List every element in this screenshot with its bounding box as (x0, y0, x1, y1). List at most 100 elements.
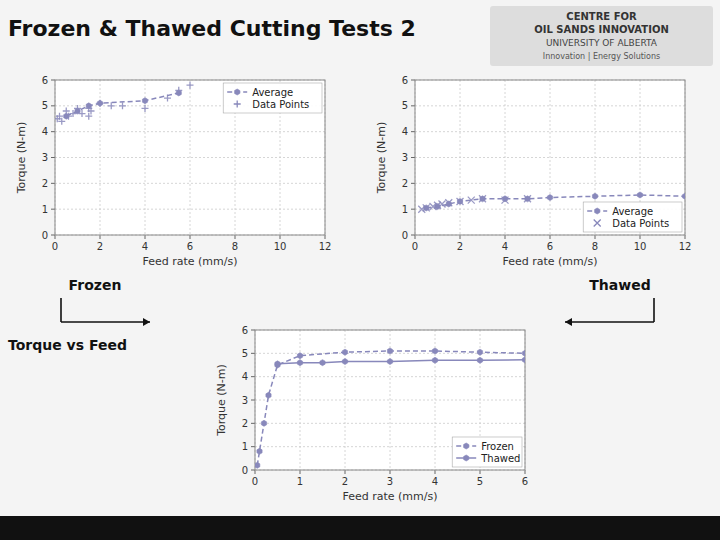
scatter-point (445, 199, 452, 206)
tick-label: 5 (242, 348, 248, 359)
tick-mark (55, 235, 56, 239)
tick-label: 4 (432, 476, 438, 487)
grid-line (550, 80, 551, 235)
tick-label: 0 (402, 230, 408, 241)
tick-label: 5 (477, 476, 483, 487)
line-marker (320, 360, 325, 366)
line-marker (432, 357, 437, 363)
tick-mark (251, 470, 255, 471)
line-marker (297, 360, 302, 366)
tick-label: 6 (187, 241, 193, 252)
scatter-point (502, 197, 509, 204)
tick-mark (251, 446, 255, 447)
line-marker (592, 193, 597, 199)
tick-mark (51, 209, 55, 210)
legend-marker (464, 443, 469, 449)
line-marker (387, 348, 392, 354)
tick-mark (300, 470, 301, 474)
tick-label: 4 (142, 241, 148, 252)
scatter-point (164, 95, 171, 102)
line-marker (522, 357, 525, 363)
tick-label: 1 (242, 441, 248, 452)
legend-marker (595, 208, 600, 214)
tick-label: 12 (679, 241, 692, 252)
tick-mark (251, 400, 255, 401)
tick-mark (51, 235, 55, 236)
tick-label: 5 (42, 100, 48, 111)
line-marker (342, 349, 347, 355)
line-marker (255, 462, 260, 468)
tick-label: 0 (42, 230, 48, 241)
tick-mark (415, 235, 416, 239)
grid-line (55, 183, 325, 184)
scatter-point (468, 197, 475, 204)
scatter-point (479, 195, 486, 202)
scatter-point (79, 110, 86, 117)
legend-label: Data Points (612, 218, 669, 229)
tick-label: 0 (242, 465, 248, 476)
line-marker (525, 196, 530, 202)
grid-line (55, 209, 325, 210)
tick-label: 6 (242, 325, 248, 336)
line-marker (432, 348, 437, 354)
tick-label: 4 (42, 126, 48, 137)
tick-mark (505, 235, 506, 239)
logo-box (490, 6, 713, 66)
tick-mark (251, 353, 255, 354)
tick-label: 2 (457, 241, 463, 252)
chart-title: Torque vs Feed (8, 337, 127, 353)
series-line (278, 360, 526, 364)
tick-label: 4 (502, 241, 508, 252)
tick-label: 6 (547, 241, 553, 252)
legend-label: Thawed (480, 453, 520, 464)
tick-label: 3 (42, 152, 48, 163)
tick-label: 2 (97, 241, 103, 252)
line-marker (342, 359, 347, 365)
tick-mark (100, 235, 101, 239)
tick-label: 3 (402, 152, 408, 163)
x-axis-label: Feed rate (mm/s) (342, 490, 437, 503)
bracket (653, 298, 655, 322)
line-marker (424, 205, 429, 211)
series-line (257, 351, 525, 465)
background (0, 0, 720, 540)
chart: 01234560123456Feed rate (mm/s)Torque (N-… (8, 325, 528, 504)
marks (55, 82, 194, 125)
tick-mark (235, 235, 236, 239)
x-axis-label: Feed rate (mm/s) (502, 255, 597, 268)
line-marker (266, 392, 271, 398)
line-marker (477, 349, 482, 355)
scatter-point (142, 105, 149, 112)
legend-label: Data Points (252, 99, 309, 110)
tick-mark (345, 470, 346, 474)
tick-mark (411, 80, 415, 81)
chart-title: Frozen (69, 277, 122, 293)
tick-mark (255, 470, 256, 474)
tick-mark (280, 235, 281, 239)
tick-label: 8 (592, 241, 598, 252)
tick-mark (411, 183, 415, 184)
legend-marker (594, 220, 601, 227)
grid-line (415, 157, 685, 158)
tick-mark (640, 235, 641, 239)
legend-box (583, 202, 682, 232)
chart-title: Thawed (589, 277, 650, 293)
logo: CENTRE FOROIL SANDS INNOVATIONUNIVERSITY… (490, 6, 713, 66)
arrow-head (143, 318, 150, 326)
tick-label: 3 (242, 395, 248, 406)
line-marker (637, 192, 642, 198)
grid-line (255, 376, 525, 377)
scatter-point (119, 102, 126, 109)
chart: 0246810120123456Feed rate (mm/s)Torque (… (15, 75, 331, 327)
tick-mark (190, 235, 191, 239)
tick-mark (51, 105, 55, 106)
y-axis-label: Torque (N-m) (375, 122, 388, 195)
tick-mark (411, 105, 415, 106)
grid-line (55, 157, 325, 158)
plot-frame (55, 80, 325, 235)
tick-mark (325, 235, 326, 239)
tick-label: 5 (402, 100, 408, 111)
tick-mark (460, 235, 461, 239)
annotation: CENTRE FOR (566, 11, 637, 22)
bracket (565, 321, 654, 323)
